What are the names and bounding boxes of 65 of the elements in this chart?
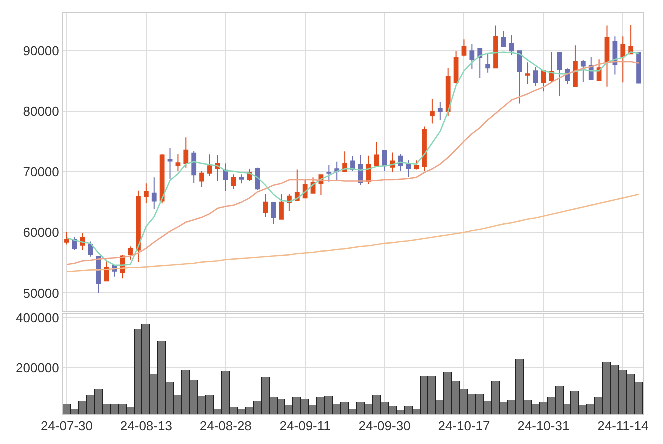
y-tick-label: 90000	[23, 44, 60, 59]
y-tick-label: 200000	[16, 360, 60, 376]
candlestick	[541, 70, 546, 92]
candlestick	[64, 232, 70, 246]
candlestick	[502, 30, 506, 48]
candlestick	[509, 34, 514, 56]
candlestick	[604, 25, 610, 88]
candlestick	[168, 147, 173, 180]
x-tick-label: 24-08-13	[120, 418, 172, 434]
x-tick-label: 24-07-30	[40, 418, 93, 434]
candlestick	[136, 190, 141, 263]
candlestick	[580, 60, 586, 82]
candlestick	[438, 101, 443, 121]
candlestick	[271, 202, 276, 225]
x-tick-label: 24-11-14	[598, 418, 649, 434]
candlestick	[88, 241, 94, 258]
y-tick-label: 400000	[16, 310, 60, 326]
candlestick	[636, 52, 642, 84]
y-tick-label: 70000	[23, 164, 60, 180]
candlestick	[517, 50, 522, 104]
candlestick	[486, 54, 491, 74]
candlestick	[430, 99, 435, 124]
candlestick	[239, 174, 244, 184]
y-tick-label: 50000	[23, 286, 60, 301]
x-tick-label: 24-09-30	[358, 418, 411, 434]
candlestick	[374, 142, 380, 166]
candlestick	[454, 50, 459, 84]
candlestick	[208, 154, 212, 177]
candlestick	[231, 174, 236, 190]
candlestick	[263, 193, 268, 218]
candlestick	[549, 52, 554, 84]
candlestick	[620, 36, 626, 84]
candlestick	[406, 160, 412, 178]
x-tick-label: 24-10-31	[518, 418, 570, 434]
candlestick	[478, 48, 483, 79]
candlestick	[160, 154, 165, 204]
x-tick-label: 24-10-17	[438, 418, 490, 434]
candlestick	[255, 167, 260, 191]
line-series	[66, 194, 640, 273]
candlestick	[184, 137, 189, 168]
candlestick	[279, 193, 284, 220]
y-tick-label: 80000	[23, 104, 60, 120]
candlestick	[200, 170, 204, 188]
candlestick	[628, 24, 634, 55]
candlestick	[176, 154, 181, 172]
candlestick	[494, 25, 498, 69]
candlestick	[326, 165, 332, 182]
candlestick	[462, 39, 467, 58]
x-tick-label: 24-09-11	[280, 418, 331, 434]
candlestick	[152, 177, 157, 210]
candlestick	[557, 52, 562, 98]
candlestick	[223, 163, 228, 192]
y-tick-label: 60000	[23, 225, 60, 240]
candlestick	[128, 246, 133, 260]
candlestick	[192, 150, 197, 184]
candlestick	[414, 160, 420, 170]
candlestick	[533, 66, 538, 87]
candlestick	[446, 68, 451, 117]
candlestick	[573, 45, 578, 88]
candlestick	[470, 44, 475, 70]
x-tick-label: 24-08-28	[200, 418, 252, 434]
candlestick	[144, 183, 149, 204]
candlestick	[334, 161, 340, 182]
candlestick	[525, 62, 530, 85]
candlestick	[422, 126, 427, 172]
